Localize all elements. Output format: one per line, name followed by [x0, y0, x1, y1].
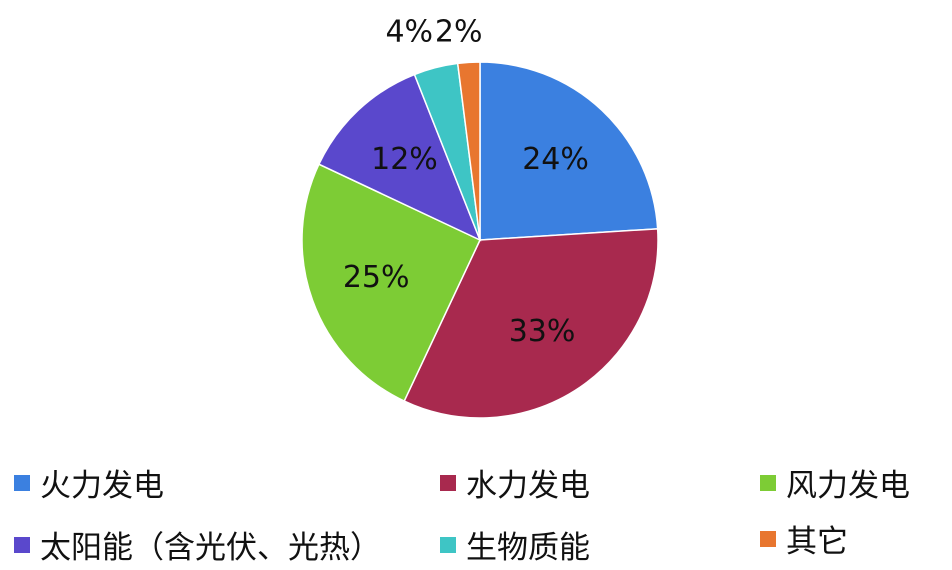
legend-swatch [440, 474, 456, 491]
legend-item-solar: 太阳能（含光伏、光热） [14, 522, 381, 567]
legend-label: 火力发电 [40, 468, 164, 504]
legend-item-wind: 风力发电 [760, 460, 910, 505]
legend-label: 风力发电 [786, 468, 910, 504]
pie-chart: 24% 33% 25% 12% 4% 2% [301, 15, 659, 419]
pie-slice [301, 163, 481, 403]
data-label: 33% [509, 314, 576, 349]
legend-label: 水力发电 [466, 468, 590, 504]
data-label: 24% [522, 142, 589, 177]
pie-slice [479, 61, 659, 241]
legend-item-biomass: 生物质能 [440, 522, 590, 567]
legend-item-other: 其它 [760, 516, 848, 561]
data-label: 4% [385, 15, 433, 50]
legend-label: 太阳能（含光伏、光热） [40, 530, 381, 566]
legend-item-hydro: 水力发电 [440, 460, 590, 505]
legend-swatch [760, 474, 776, 491]
pie-slice [403, 228, 659, 419]
data-label: 2% [435, 15, 483, 50]
data-label: 12% [371, 142, 438, 177]
legend-swatch [14, 536, 30, 553]
legend-item-thermal: 火力发电 [14, 460, 164, 505]
legend-swatch [760, 530, 776, 547]
legend-swatch [14, 474, 30, 491]
legend-label: 生物质能 [466, 530, 590, 566]
pie-slice [317, 73, 482, 242]
legend-swatch [440, 536, 456, 553]
data-label: 25% [343, 260, 410, 295]
pie-slice [456, 61, 481, 241]
legend-label: 其它 [786, 524, 848, 560]
